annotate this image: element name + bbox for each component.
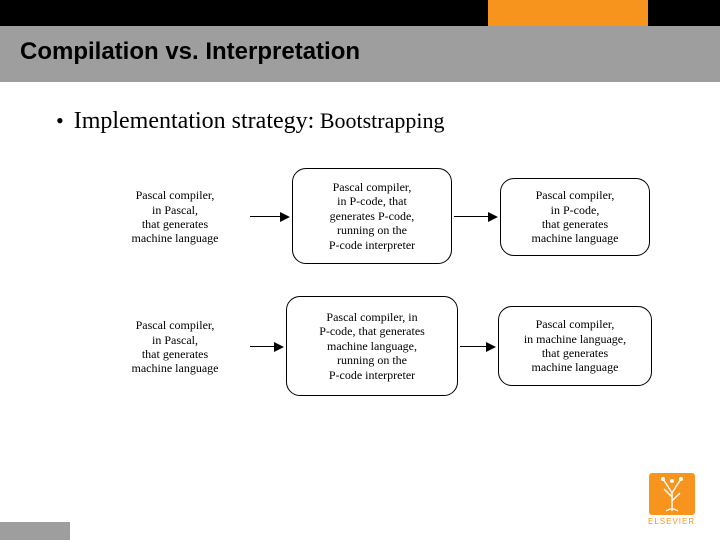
bullet-prefix: Implementation strategy: bbox=[74, 108, 315, 134]
diagram-arrow bbox=[250, 346, 284, 356]
elsevier-logo: ELSEVIER bbox=[648, 473, 695, 526]
bullet-suffix: Bootstrapping bbox=[314, 108, 444, 133]
diagram-node: Pascal compiler, in Pascal, that generat… bbox=[100, 308, 250, 386]
diagram-node: Pascal compiler, in machine language, th… bbox=[498, 306, 652, 386]
elsevier-wordmark: ELSEVIER bbox=[648, 517, 695, 526]
diagram-node: Pascal compiler, in P-code, that generat… bbox=[292, 168, 452, 264]
diagram-node: Pascal compiler, in P-code, that generat… bbox=[286, 296, 458, 396]
diagram-arrow bbox=[250, 216, 290, 226]
diagram-node: Pascal compiler, in Pascal, that generat… bbox=[100, 178, 250, 256]
footer-gray-bar bbox=[0, 522, 70, 540]
page-title: Compilation vs. Interpretation bbox=[20, 38, 360, 66]
bootstrapping-diagram: Pascal compiler, in Pascal, that generat… bbox=[100, 168, 640, 408]
diagram-arrow bbox=[460, 346, 496, 356]
tree-icon bbox=[649, 473, 695, 515]
slide-root: Compilation vs. Interpretation • Impleme… bbox=[0, 0, 720, 540]
diagram-node: Pascal compiler, in P-code, that generat… bbox=[500, 178, 650, 256]
diagram-arrow bbox=[454, 216, 498, 226]
bullet-dot-icon: • bbox=[56, 110, 64, 132]
elsevier-tree-icon bbox=[649, 473, 695, 515]
bullet-item: • Implementation strategy: Bootstrapping bbox=[56, 108, 444, 135]
